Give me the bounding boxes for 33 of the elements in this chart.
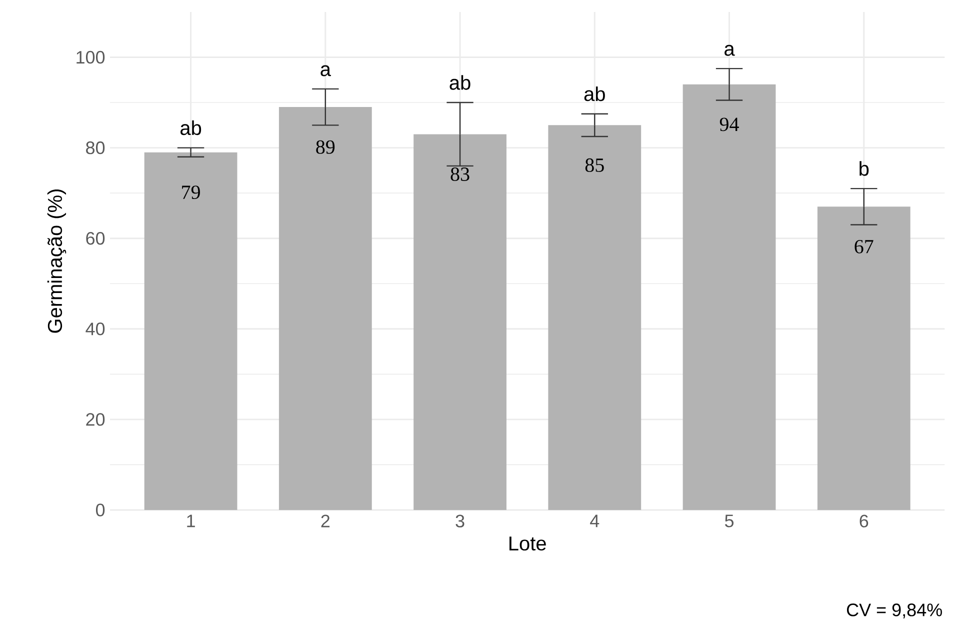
- data-label: 67: [854, 240, 874, 254]
- y-tick-label: 100: [76, 50, 105, 64]
- text: CV = 9,84%: [846, 604, 942, 618]
- x-axis-title: Lote: [510, 536, 546, 551]
- x-tick-label: 2: [321, 514, 330, 528]
- x-tick-label: 3: [456, 514, 464, 528]
- bar: [278, 107, 372, 510]
- y-tick-label: 40: [86, 322, 105, 336]
- annotation: a: [724, 44, 735, 56]
- y-tick-label: 60: [86, 232, 105, 245]
- data-label: 85: [585, 158, 604, 172]
- annotation: b: [860, 161, 869, 176]
- annotation: a: [320, 65, 331, 76]
- y-tick-label: 80: [86, 141, 105, 154]
- data-label: 89: [316, 140, 335, 154]
- y-tick-label: 20: [86, 413, 105, 426]
- bar: [682, 84, 776, 510]
- x-tick-label: 4: [590, 514, 600, 528]
- y-axis-title: Germinação (%): [47, 189, 66, 333]
- x-tick-label: 6: [860, 514, 868, 528]
- x-tick-label: 5: [724, 514, 734, 528]
- bar: [817, 206, 910, 510]
- data-label: 79: [182, 186, 200, 200]
- x-tick-label: 1: [187, 514, 195, 528]
- data-label: 94: [720, 118, 739, 132]
- bar: [414, 134, 506, 510]
- annotation: ab: [180, 120, 202, 136]
- data-label: 83: [450, 167, 470, 181]
- bar: [548, 125, 642, 510]
- y-tick-label: 0: [96, 504, 105, 516]
- annotation: ab: [584, 86, 605, 102]
- annotation: ab: [450, 75, 470, 90]
- bar: [144, 152, 238, 510]
